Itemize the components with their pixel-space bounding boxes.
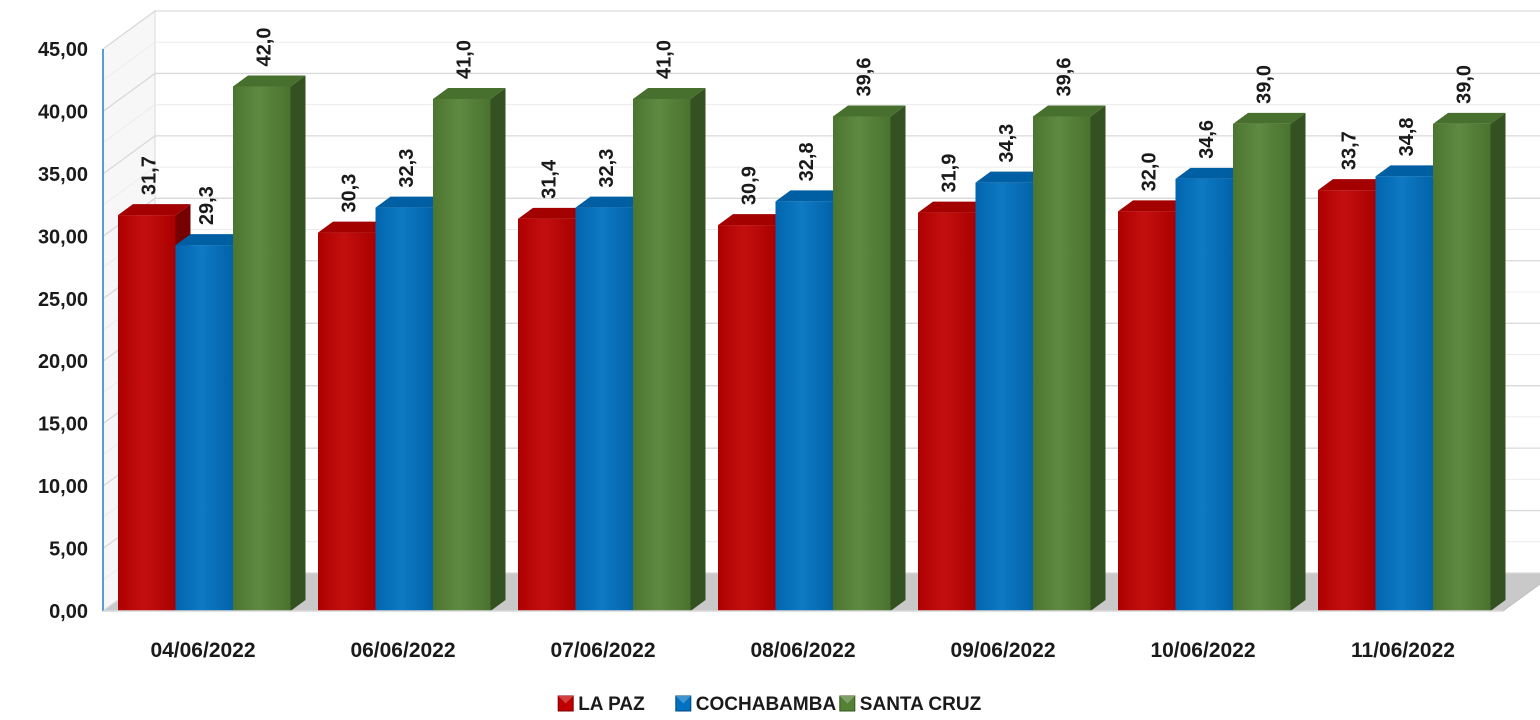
y-tick-label: 35,00 <box>38 164 88 186</box>
legend-item-cochabamba: COCHABAMBA <box>675 694 837 715</box>
data-label: 32,3 <box>396 149 418 188</box>
x-tick-label: 08/06/2022 <box>750 639 855 662</box>
data-label: 31,9 <box>939 154 961 193</box>
data-label: 34,6 <box>1196 120 1218 159</box>
data-labels: 31,7 29,3 42,0 30,3 32,3 41,0 31,4 32,3 41,0 30,9… <box>139 28 1476 226</box>
x-tick-label: 04/06/2022 <box>150 639 255 662</box>
x-axis: 04/06/2022 06/06/2022 07/06/2022 08/06/2022… <box>103 610 1503 662</box>
y-axis: 0,00 5,00 10,00 15,00 20,00 25,00 30,00 35,00 40… <box>38 39 104 623</box>
gridline <box>102 10 1540 50</box>
y-tick-label: 5,00 <box>49 539 88 561</box>
data-label: 39,6 <box>1054 58 1076 97</box>
data-label: 31,4 <box>539 159 561 199</box>
bar-santa-cruz <box>1033 105 1106 611</box>
minor-gridline <box>102 41 1540 81</box>
data-label: 32,3 <box>596 149 618 188</box>
gridline <box>102 72 1540 112</box>
x-tick-label: 06/06/2022 <box>350 639 455 662</box>
data-label: 39,0 <box>1254 65 1276 104</box>
gridline <box>102 135 1540 175</box>
data-label: 39,6 <box>854 58 876 97</box>
x-tick-label: 09/06/2022 <box>950 639 1055 662</box>
data-label: 42,0 <box>254 28 276 67</box>
data-label: 31,7 <box>139 156 161 195</box>
y-tick-label: 10,00 <box>38 476 88 498</box>
y-tick-label: 15,00 <box>38 414 88 436</box>
bar-santa-cruz <box>1433 112 1506 611</box>
data-label: 33,7 <box>1339 131 1361 170</box>
legend-label: COCHABAMBA <box>696 694 837 715</box>
bar-santa-cruz <box>433 87 506 611</box>
bar-santa-cruz <box>233 75 306 611</box>
legend-item-santa-cruz: SANTA CRUZ <box>839 694 982 715</box>
legend-label: SANTA CRUZ <box>860 694 982 715</box>
data-label: 41,0 <box>654 40 676 79</box>
y-tick-label: 30,00 <box>38 226 88 248</box>
y-tick-label: 0,00 <box>49 601 88 623</box>
data-label: 29,3 <box>196 186 218 225</box>
data-label: 30,9 <box>739 166 761 205</box>
legend: LA PAZ COCHABAMBA SANTA CRUZ <box>557 694 982 715</box>
data-label: 32,8 <box>796 142 818 181</box>
bar-santa-cruz <box>833 105 906 611</box>
legend-item-la-paz: LA PAZ <box>557 694 645 715</box>
bars <box>118 75 1506 612</box>
x-tick-label: 10/06/2022 <box>1150 639 1255 662</box>
data-label: 34,3 <box>996 124 1018 163</box>
y-tick-label: 45,00 <box>38 39 88 61</box>
data-label: 34,8 <box>1396 117 1418 156</box>
y-tick-label: 20,00 <box>38 351 88 373</box>
minor-gridline <box>102 104 1540 144</box>
y-tick-label: 25,00 <box>38 289 88 311</box>
data-label: 32,0 <box>1139 152 1161 191</box>
x-tick-label: 07/06/2022 <box>550 639 655 662</box>
legend-label: LA PAZ <box>578 694 645 715</box>
y-tick-label: 40,00 <box>38 101 88 123</box>
data-label: 39,0 <box>1454 65 1476 104</box>
x-tick-label: 11/06/2022 <box>1351 639 1455 662</box>
data-label: 30,3 <box>339 174 361 213</box>
bar-santa-cruz <box>1233 112 1306 611</box>
data-label: 41,0 <box>454 40 476 79</box>
bar-santa-cruz <box>633 87 706 611</box>
